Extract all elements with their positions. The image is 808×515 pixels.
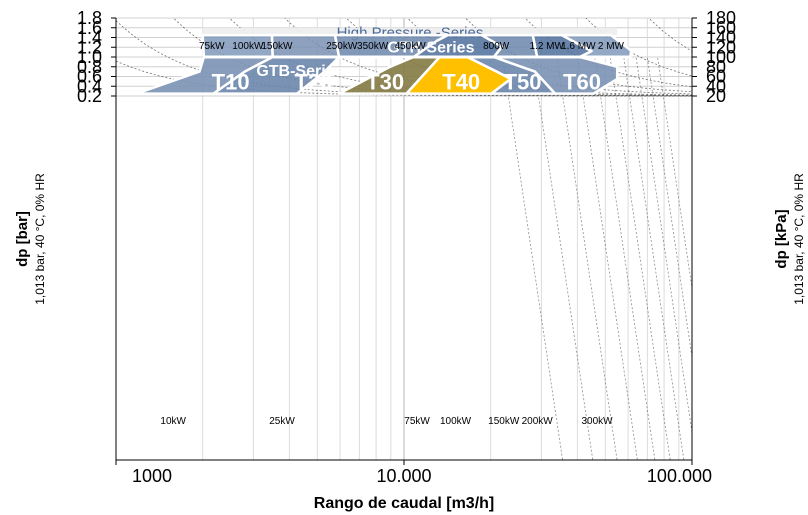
y-tick-label-left: 0.4 — [77, 76, 102, 96]
model-region-t60 — [492, 55, 619, 95]
power-label-top: 150kW — [261, 41, 293, 52]
power-label-bottom: 200kW — [522, 416, 554, 427]
power-label-top: 1.6 MW — [561, 41, 596, 52]
power-label-bottom: 100kW — [440, 416, 472, 427]
high-pressure-band-area — [202, 27, 618, 36]
axes: 0.2 20 0.4 40 0.6 60 0.8 80 1.0 100 1.2 120 1.4 140 1.… — [77, 8, 736, 486]
power-label-bottom: 150kW — [488, 416, 520, 427]
x-tick-label: 10.000 — [376, 466, 431, 486]
y-tick-label-left: 1.6 — [77, 18, 102, 38]
power-label-top: 250kW — [326, 41, 358, 52]
y-tick-label-right: 180 — [706, 8, 736, 28]
power-curve — [594, 57, 656, 460]
model-label-t50: T50 — [504, 69, 542, 94]
y-tick-label-right: 140 — [706, 28, 736, 48]
model-label-t20: T20 — [295, 69, 333, 94]
power-label-top: 450kW — [395, 41, 427, 52]
power-label-bottom: 25kW — [269, 416, 295, 427]
power-label-bottom: 300kW — [581, 416, 613, 427]
power-curve — [646, 57, 692, 360]
y-axis-right-subtitle: 1,013 bar, 40 °C, 0% HR — [792, 173, 806, 305]
x-tick-label: 100.000 — [647, 466, 712, 486]
y-tick-label-right: 160 — [706, 18, 736, 38]
power-curve — [635, 57, 692, 435]
model-label-t60: T60 — [563, 69, 601, 94]
y-tick-label-right: 60 — [706, 67, 726, 87]
y-tick-label-left: 1.2 — [77, 37, 102, 57]
y-tick-label-left: 0.8 — [77, 57, 102, 77]
y-axis-right-title: dp [kPa] — [773, 209, 790, 268]
y-tick-label-right: 100 — [706, 47, 736, 67]
x-tick-label: 1000 — [132, 466, 172, 486]
y-axis-left-subtitle: 1,013 bar, 40 °C, 0% HR — [33, 173, 47, 305]
power-label-bottom: 75kW — [404, 416, 430, 427]
power-label-top: 350kW — [357, 41, 389, 52]
y-tick-label-right: 80 — [706, 57, 726, 77]
power-label-top: 2 MW — [598, 41, 625, 52]
y-tick-label-right: 40 — [706, 76, 726, 96]
y-tick-label-left: 1.0 — [77, 47, 102, 67]
y-tick-label-left: 0.2 — [77, 86, 102, 106]
y-axis-left-title: dp [bar] — [14, 211, 31, 267]
model-label-t10: T10 — [212, 69, 250, 94]
model-regions — [135, 33, 633, 95]
x-axis-title: Rango de caudal [m3/h] — [314, 495, 494, 512]
gth-series-label: GTH-Series — [387, 40, 474, 57]
model-label-t40: T40 — [442, 69, 480, 94]
power-curve — [556, 57, 618, 460]
power-curve — [502, 57, 564, 460]
power-label-top: 75kW — [199, 41, 225, 52]
y-tick-label-left: 1.8 — [77, 8, 102, 28]
y-tick-label-right: 120 — [706, 37, 736, 57]
y-tick-label-left: 1.4 — [77, 28, 102, 48]
y-tick-label-right: 20 — [706, 86, 726, 106]
power-curve — [623, 57, 685, 460]
gth-column — [560, 33, 633, 59]
model-label-t30: T30 — [366, 69, 404, 94]
power-curve — [609, 57, 671, 460]
series-labels: GTH-Series GTB-Series T10 T20 T30 T40 T50 T60 75… — [160, 40, 624, 427]
power-label-top: 100kW — [232, 41, 264, 52]
gtb-series-label: GTB-Series — [256, 63, 343, 80]
power-curve — [657, 57, 692, 291]
power-label-top: 800W — [483, 41, 510, 52]
power-label-bottom: 10kW — [160, 416, 186, 427]
y-tick-label-left: 0.6 — [77, 67, 102, 87]
power-label-top: 1.2 MW — [529, 41, 564, 52]
